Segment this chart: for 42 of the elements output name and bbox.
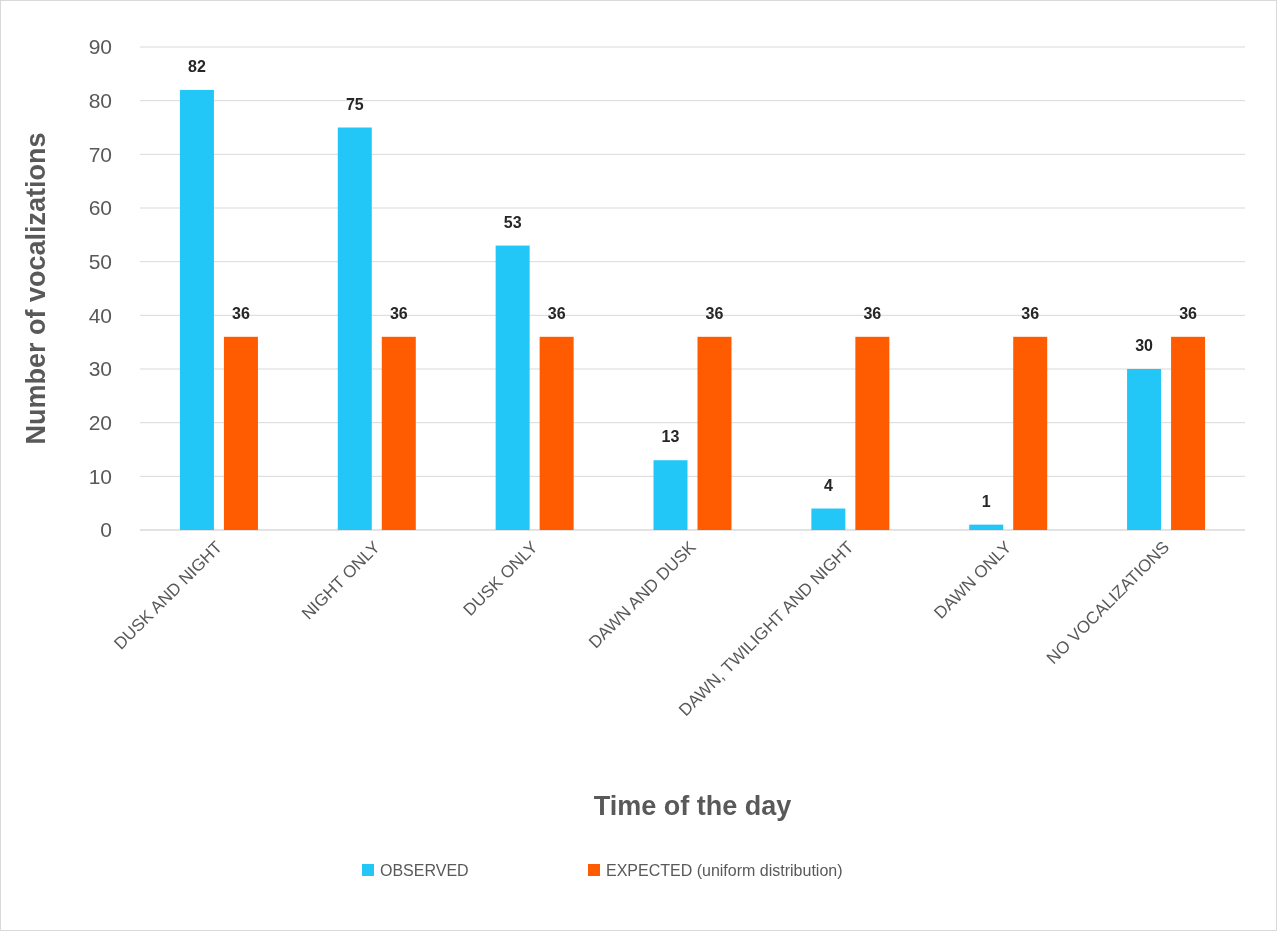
data-label: 53	[503, 213, 522, 231]
x-axis-title: Time of the day	[593, 791, 792, 821]
data-label: 13	[661, 428, 680, 446]
bar	[1013, 336, 1048, 530]
bar	[223, 336, 258, 530]
y-tick-label: 80	[88, 89, 112, 113]
data-label: 36	[863, 304, 882, 322]
bar	[539, 336, 574, 530]
bar	[1127, 369, 1162, 530]
data-label: 36	[705, 304, 724, 322]
y-tick-label: 90	[88, 35, 112, 59]
data-label: 4	[823, 476, 833, 494]
data-label: 30	[1135, 337, 1154, 354]
bar	[697, 336, 732, 530]
bar	[855, 336, 890, 530]
y-tick-label: 30	[88, 357, 112, 381]
data-label: 36	[389, 304, 408, 322]
bar	[1171, 336, 1206, 530]
y-tick-label: 0	[100, 518, 112, 542]
data-label: 75	[345, 95, 364, 113]
bar	[179, 89, 214, 530]
legend-label: OBSERVED	[380, 861, 469, 879]
bar	[495, 245, 530, 530]
y-tick-label: 40	[88, 303, 112, 327]
data-label: 82	[188, 57, 206, 75]
data-label: 36	[1179, 304, 1198, 322]
bar	[337, 127, 372, 530]
bar	[969, 524, 1004, 530]
y-tick-label: 20	[88, 411, 112, 435]
data-label: 36	[547, 304, 566, 322]
bar	[381, 336, 416, 530]
y-axis-title: Number of vocalizations	[21, 132, 51, 445]
data-label: 1	[981, 492, 991, 510]
y-tick-label: 10	[88, 464, 112, 488]
y-tick-label: 60	[88, 196, 112, 220]
bar	[653, 460, 688, 530]
y-tick-label: 70	[88, 142, 112, 166]
data-label: 36	[1021, 304, 1040, 322]
bar	[811, 508, 846, 530]
legend-label: EXPECTED (uniform distribution)	[606, 861, 843, 879]
y-tick-label: 50	[88, 250, 112, 274]
data-label: 36	[232, 304, 250, 322]
